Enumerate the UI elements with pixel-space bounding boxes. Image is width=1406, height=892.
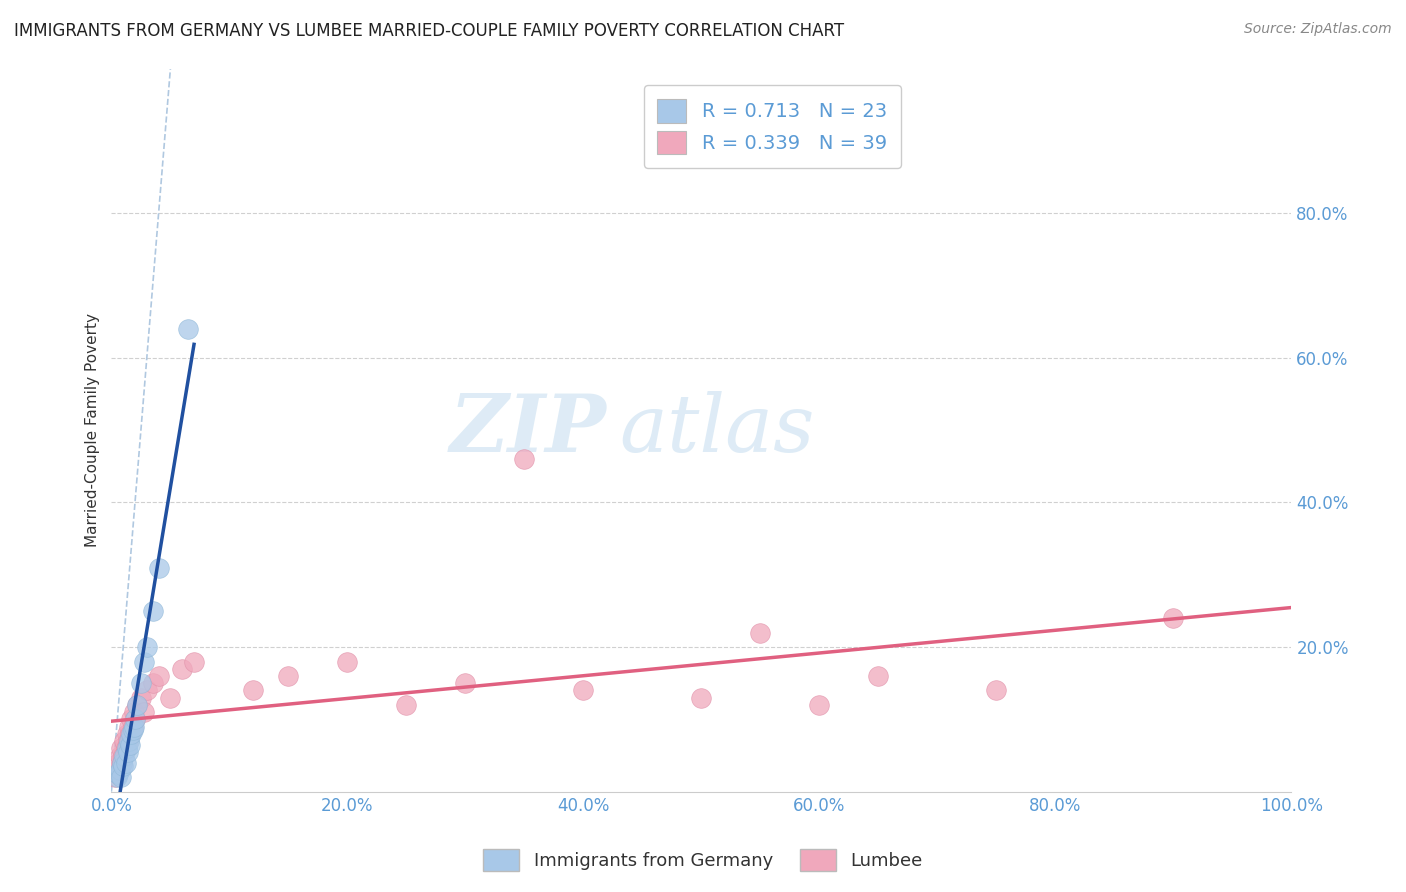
Point — [336, 655, 359, 669]
Point — [104, 770, 127, 784]
Point — [115, 727, 138, 741]
Point — [808, 698, 831, 712]
Point — [115, 741, 138, 756]
Point — [749, 625, 772, 640]
Point — [159, 690, 181, 705]
Point — [122, 705, 145, 719]
Point — [277, 669, 299, 683]
Point — [108, 763, 131, 777]
Point — [454, 676, 477, 690]
Point — [127, 698, 149, 712]
Point — [868, 669, 890, 683]
Point — [134, 705, 156, 719]
Point — [986, 683, 1008, 698]
Point — [112, 748, 135, 763]
Point — [148, 560, 170, 574]
Text: Source: ZipAtlas.com: Source: ZipAtlas.com — [1244, 22, 1392, 37]
Point — [110, 741, 132, 756]
Y-axis label: Married-Couple Family Poverty: Married-Couple Family Poverty — [86, 313, 100, 547]
Point — [121, 712, 143, 726]
Point — [135, 640, 157, 654]
Point — [118, 734, 141, 748]
Point — [112, 734, 135, 748]
Point — [242, 683, 264, 698]
Point — [111, 756, 134, 770]
Point — [177, 322, 200, 336]
Text: IMMIGRANTS FROM GERMANY VS LUMBEE MARRIED-COUPLE FAMILY POVERTY CORRELATION CHAR: IMMIGRANTS FROM GERMANY VS LUMBEE MARRIE… — [14, 22, 844, 40]
Point — [134, 655, 156, 669]
Point — [124, 712, 146, 726]
Point — [172, 662, 194, 676]
Point — [135, 683, 157, 698]
Point — [513, 452, 536, 467]
Point — [120, 738, 142, 752]
Text: atlas: atlas — [619, 392, 814, 469]
Point — [572, 683, 595, 698]
Point — [117, 734, 139, 748]
Point — [105, 763, 128, 777]
Point — [690, 690, 713, 705]
Point — [120, 727, 142, 741]
Point — [112, 759, 135, 773]
Point — [124, 712, 146, 726]
Point — [111, 756, 134, 770]
Point — [117, 745, 139, 759]
Point — [1163, 611, 1185, 625]
Point — [121, 727, 143, 741]
Point — [148, 669, 170, 683]
Point — [395, 698, 418, 712]
Point — [114, 741, 136, 756]
Point — [107, 766, 129, 780]
Point — [105, 770, 128, 784]
Point — [114, 756, 136, 770]
Point — [110, 770, 132, 784]
Point — [112, 748, 135, 763]
Point — [107, 756, 129, 770]
Point — [108, 748, 131, 763]
Point — [118, 720, 141, 734]
Point — [121, 720, 143, 734]
Text: ZIP: ZIP — [450, 392, 607, 469]
Point — [127, 698, 149, 712]
Legend: Immigrants from Germany, Lumbee: Immigrants from Germany, Lumbee — [475, 842, 931, 879]
Point — [142, 676, 165, 690]
Point — [142, 604, 165, 618]
Point — [129, 690, 152, 705]
Point — [121, 723, 143, 738]
Point — [129, 676, 152, 690]
Point — [183, 655, 205, 669]
Point — [122, 720, 145, 734]
Legend: R = 0.713   N = 23, R = 0.339   N = 39: R = 0.713 N = 23, R = 0.339 N = 39 — [644, 86, 901, 168]
